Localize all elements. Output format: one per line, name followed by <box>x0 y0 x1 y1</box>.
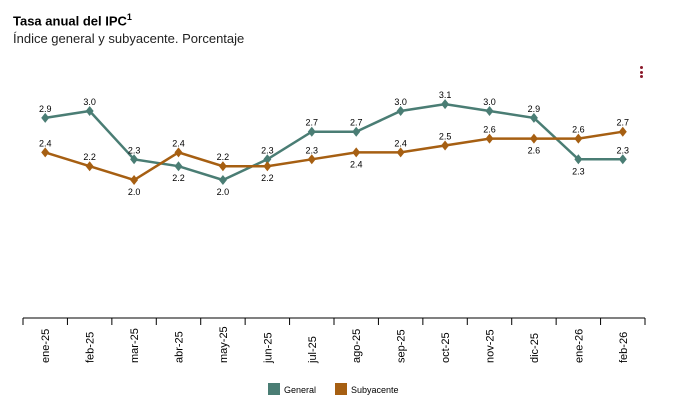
series-subyacente: 2.4 2.2 2.0 2.4 2.2 2.2 2.3 2.4 2.4 2.5 2.6 2.6 2.6 2… <box>39 118 629 197</box>
chart-subtitle: Índice general y subyacente. Porcentaje <box>13 31 245 46</box>
x-tick-label: jun-25 <box>262 332 274 364</box>
data-point[interactable] <box>529 112 538 123</box>
data-label: 2.6 <box>483 125 496 135</box>
data-point[interactable] <box>85 161 94 172</box>
vertical-dots-icon[interactable] <box>638 66 646 82</box>
data-point[interactable] <box>85 106 94 116</box>
data-point[interactable] <box>485 133 494 144</box>
data-point[interactable] <box>618 126 627 137</box>
data-label: 2.0 <box>128 187 141 197</box>
data-point[interactable] <box>174 161 183 172</box>
legend-item-general[interactable]: General <box>268 383 316 395</box>
legend-label: General <box>284 385 316 395</box>
x-tick-label: dic-25 <box>529 333 541 363</box>
x-tick-label: abr-25 <box>174 331 186 363</box>
data-point[interactable] <box>441 140 450 151</box>
x-tick-label: nov-25 <box>485 329 497 363</box>
x-tick-label: feb-26 <box>618 332 630 363</box>
data-label: 3.0 <box>394 97 407 107</box>
data-label: 2.2 <box>83 152 96 162</box>
data-point[interactable] <box>218 161 227 172</box>
data-point[interactable] <box>41 112 50 123</box>
data-label: 2.7 <box>617 118 630 128</box>
data-label: 2.4 <box>394 138 407 148</box>
x-tick-label: ene-25 <box>40 329 52 363</box>
data-label: 2.4 <box>172 138 185 148</box>
data-label: 2.2 <box>217 152 230 162</box>
data-label: 2.3 <box>617 145 630 155</box>
x-tick-label: ene-26 <box>573 329 585 363</box>
data-point[interactable] <box>174 147 183 158</box>
data-label: 2.6 <box>528 146 541 156</box>
data-label: 3.0 <box>483 97 496 107</box>
data-point[interactable] <box>352 147 361 158</box>
data-label: 2.4 <box>350 159 363 169</box>
legend-item-subyacente[interactable]: Subyacente <box>335 383 399 395</box>
data-label: 2.3 <box>128 145 141 155</box>
data-label: 3.0 <box>83 97 96 107</box>
data-point[interactable] <box>41 147 50 158</box>
data-label: 2.9 <box>528 104 541 114</box>
data-point[interactable] <box>307 126 316 137</box>
data-label: 2.7 <box>350 118 363 128</box>
data-label: 2.9 <box>39 104 52 114</box>
chart-title: Tasa anual del IPC1 <box>13 12 132 28</box>
data-point[interactable] <box>396 106 405 116</box>
data-label: 2.7 <box>306 118 319 128</box>
data-label: 2.5 <box>439 132 452 142</box>
legend-label: Subyacente <box>351 385 399 395</box>
data-label: 2.6 <box>572 125 585 135</box>
data-label: 3.1 <box>439 90 452 100</box>
data-point[interactable] <box>618 154 627 165</box>
data-label: 2.2 <box>261 173 274 183</box>
series-general: 2.93.02.32.22.02.32.7 2.73.03.13.02.92.32… <box>39 90 629 197</box>
data-point[interactable] <box>218 175 227 185</box>
series-line <box>45 102 623 182</box>
data-point[interactable] <box>574 133 583 144</box>
x-tick-label: sep-25 <box>396 329 408 363</box>
legend-swatch <box>335 383 347 395</box>
data-point[interactable] <box>396 147 405 158</box>
legend-swatch <box>268 383 280 395</box>
data-point[interactable] <box>574 154 583 165</box>
data-label: 2.2 <box>172 173 185 183</box>
data-point[interactable] <box>130 154 139 165</box>
data-point[interactable] <box>441 99 450 110</box>
data-point[interactable] <box>263 154 272 165</box>
x-tick-label: jul-25 <box>307 336 319 364</box>
x-tick-label: oct-25 <box>440 332 452 363</box>
data-label: 2.3 <box>261 145 274 155</box>
title-text: Tasa anual del IPC <box>13 13 127 29</box>
data-point[interactable] <box>263 161 272 172</box>
data-point[interactable] <box>307 154 316 165</box>
x-tick-label: mar-25 <box>129 328 141 363</box>
data-label: 2.0 <box>217 187 230 197</box>
series-line <box>44 130 623 182</box>
x-tick-label: may-25 <box>218 326 230 363</box>
data-label: 2.3 <box>306 145 319 155</box>
data-label: 2.3 <box>572 166 585 176</box>
data-point[interactable] <box>352 126 361 137</box>
data-label: 2.4 <box>39 138 52 148</box>
data-point[interactable] <box>529 133 538 144</box>
x-tick-label: feb-25 <box>85 332 97 363</box>
data-point[interactable] <box>130 175 139 185</box>
data-point[interactable] <box>485 106 494 116</box>
title-footnote: 1 <box>126 12 132 22</box>
x-tick-label: ago-25 <box>351 329 363 363</box>
